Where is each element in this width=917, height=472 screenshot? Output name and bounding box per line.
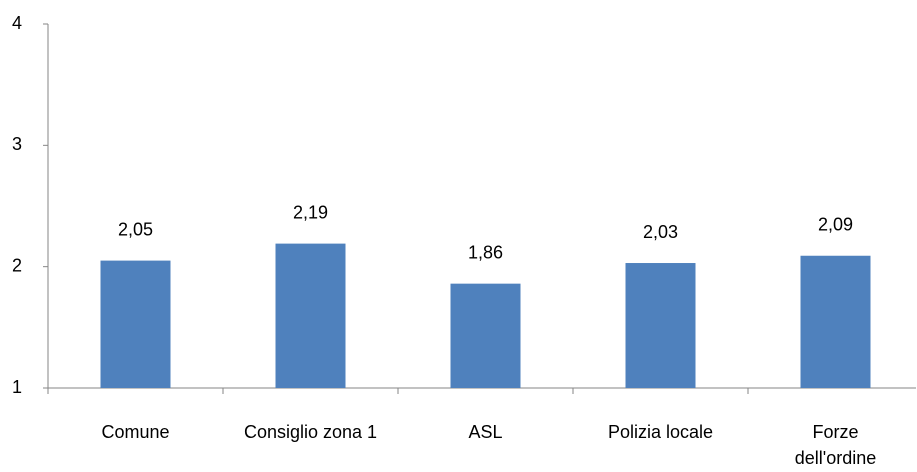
data-label: 1,86 bbox=[468, 242, 503, 262]
bar bbox=[275, 243, 346, 388]
bar bbox=[625, 263, 696, 388]
data-label: 2,05 bbox=[118, 219, 153, 239]
data-label: 2,03 bbox=[643, 222, 678, 242]
y-tick-label: 3 bbox=[12, 134, 22, 154]
x-tick-label: Polizia locale bbox=[608, 422, 713, 442]
bar bbox=[450, 283, 521, 388]
bar bbox=[100, 260, 171, 388]
x-tick-label: Consiglio zona 1 bbox=[244, 422, 377, 442]
y-tick-label: 2 bbox=[12, 255, 22, 275]
x-tick-label: Forze dell'ordine bbox=[795, 422, 877, 468]
x-tick-label: ASL bbox=[468, 422, 502, 442]
bar bbox=[800, 255, 871, 388]
data-label: 2,19 bbox=[293, 202, 328, 222]
y-tick-label: 4 bbox=[12, 13, 22, 33]
y-tick-label: 1 bbox=[12, 377, 22, 397]
x-tick-label: Comune bbox=[101, 422, 169, 442]
data-label: 2,09 bbox=[818, 214, 853, 234]
